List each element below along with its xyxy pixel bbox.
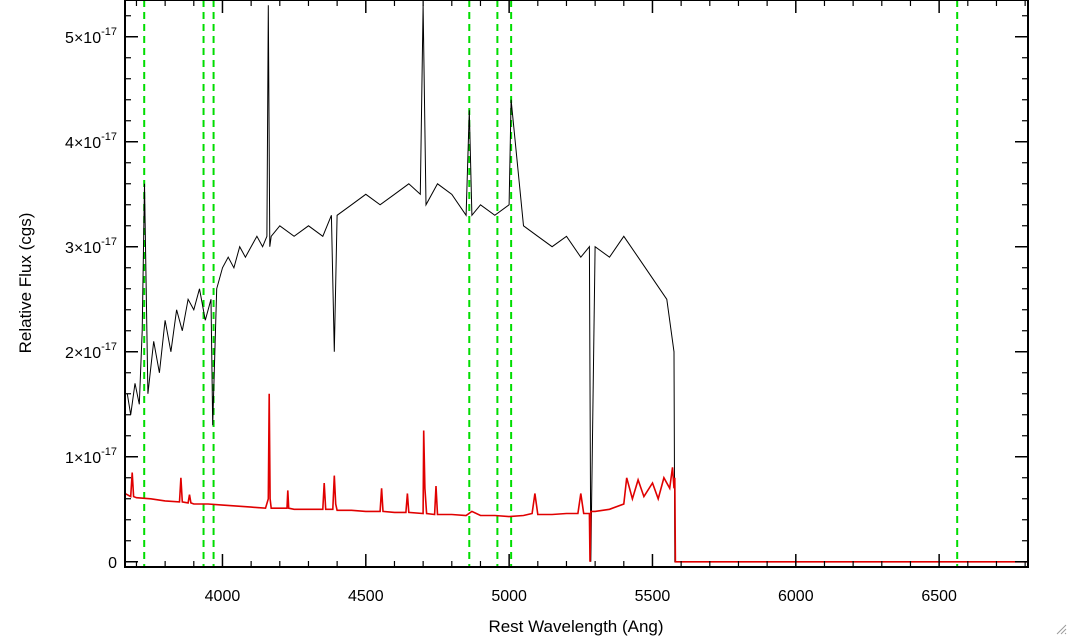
y-tick-label-2: 2×10-17 <box>65 341 117 362</box>
resize-grip-icon[interactable] <box>1055 623 1067 635</box>
x-tick-label-1: 4500 <box>348 588 384 605</box>
x-tick-label-5: 6500 <box>921 588 957 605</box>
x-axis-label: Rest Wavelength (Ang) <box>488 617 663 636</box>
x-tick-labels: 4000 4500 5000 5500 6000 6500 <box>205 588 957 605</box>
x-tick-label-0: 4000 <box>205 588 241 605</box>
x-tick-label-2: 5000 <box>491 588 527 605</box>
axis-ticks <box>125 0 1028 567</box>
y-tick-label-5: 5×10-17 <box>65 26 117 47</box>
series-line-1 <box>125 393 1028 563</box>
y-tick-label-1: 1×10-17 <box>65 446 117 467</box>
y-tick-labels: 0 1×10-17 2×10-17 3×10-17 4×10-17 5×10-17 <box>65 26 117 572</box>
y-tick-label-3: 3×10-17 <box>65 236 117 257</box>
y-tick-label-0: 0 <box>108 555 117 572</box>
reference-lines <box>143 0 959 567</box>
x-tick-label-4: 6000 <box>778 588 814 605</box>
spectrum-series <box>125 5 1028 563</box>
y-tick-label-4: 4×10-17 <box>65 131 117 152</box>
x-tick-label-3: 5500 <box>635 588 671 605</box>
series-line-0 <box>126 5 1028 563</box>
y-axis-label: Relative Flux (cgs) <box>16 213 35 354</box>
plot-frame <box>124 0 1029 568</box>
